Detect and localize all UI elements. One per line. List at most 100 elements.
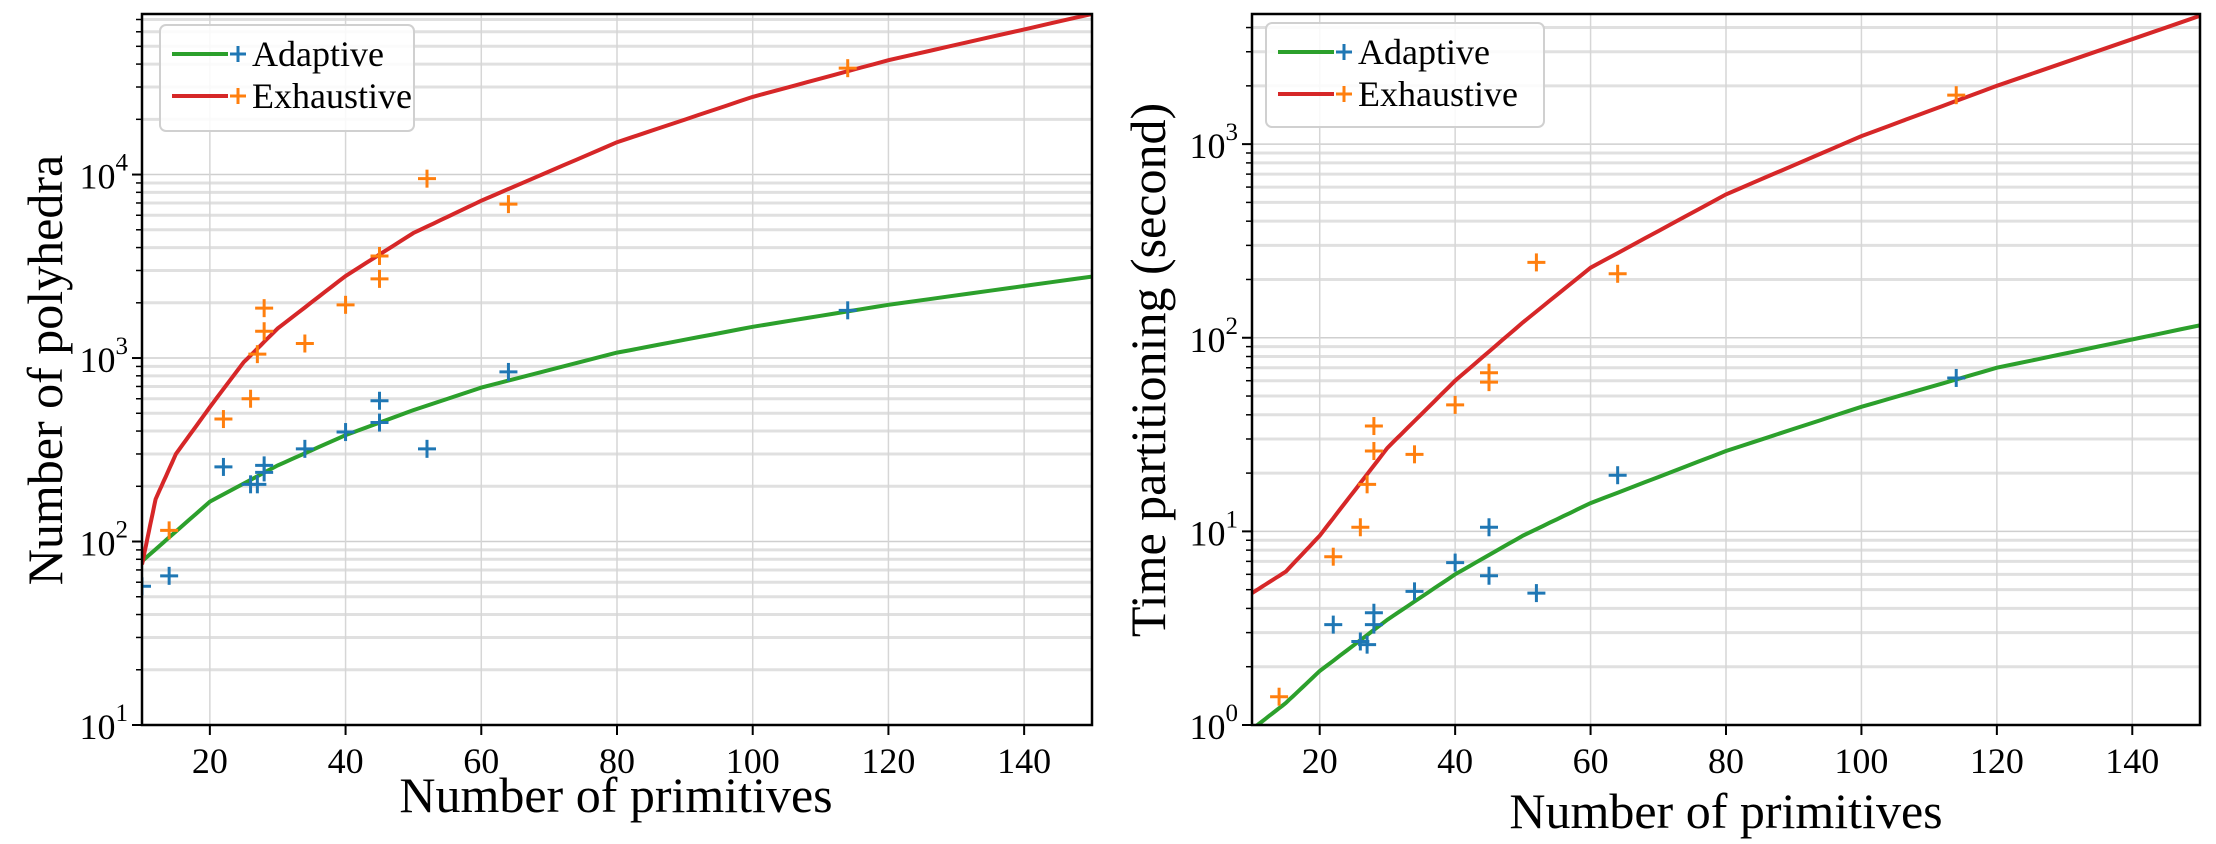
x-tick-label: 40 xyxy=(1437,741,1473,781)
legend-item-adaptive: Adaptive xyxy=(1278,32,1490,72)
tick-base: 10 xyxy=(1190,126,1226,166)
tick-base: 10 xyxy=(80,157,116,197)
data-point-adaptive xyxy=(1446,553,1465,572)
data-point-exhaustive xyxy=(241,389,260,408)
data-point-exhaustive xyxy=(1364,442,1383,461)
tick-exponent: 3 xyxy=(116,333,129,360)
y-tick-label: 102 xyxy=(80,517,129,564)
x-tick-label: 80 xyxy=(1708,741,1744,781)
y-tick-label: 100 xyxy=(1190,700,1239,747)
data-point-exhaustive xyxy=(160,521,179,540)
data-point-adaptive xyxy=(1608,466,1627,485)
data-point-exhaustive xyxy=(1446,395,1465,414)
data-point-adaptive xyxy=(1364,615,1383,634)
legend-label: Exhaustive xyxy=(1358,74,1518,114)
x-tick-label: 100 xyxy=(726,741,780,781)
fit-line-adaptive xyxy=(1254,323,2200,725)
data-point-exhaustive xyxy=(1405,445,1424,464)
data-point-exhaustive xyxy=(1358,475,1377,494)
x-axis-label: Number of primitives xyxy=(1509,783,1942,839)
plot-area xyxy=(142,14,1092,596)
x-tick-label: 120 xyxy=(861,741,915,781)
tick-base: 10 xyxy=(80,524,116,564)
y-tick-label: 101 xyxy=(1190,506,1239,553)
x-tick-label: 20 xyxy=(1302,741,1338,781)
data-point-exhaustive xyxy=(838,59,857,78)
data-point-exhaustive xyxy=(255,322,274,341)
data-point-exhaustive xyxy=(499,195,518,214)
y-tick-label: 102 xyxy=(1190,313,1239,360)
data-point-exhaustive xyxy=(1947,86,1966,105)
data-point-adaptive xyxy=(1324,615,1343,634)
x-tick-label: 140 xyxy=(2105,741,2159,781)
data-point-adaptive xyxy=(1405,582,1424,601)
data-point-exhaustive xyxy=(255,299,274,318)
data-point-adaptive xyxy=(295,439,314,458)
data-point-exhaustive xyxy=(1351,518,1370,537)
data-point-adaptive xyxy=(499,362,518,381)
data-point-exhaustive xyxy=(370,246,389,265)
data-point-adaptive xyxy=(418,439,436,458)
y-tick-label: 101 xyxy=(80,700,129,747)
grid xyxy=(142,14,1092,726)
data-point-adaptive xyxy=(1480,566,1498,585)
data-point-adaptive xyxy=(248,475,267,494)
tick-exponent: 4 xyxy=(116,150,129,177)
tick-base: 10 xyxy=(1190,513,1226,553)
left-subplot: Number of primitives Number of polyhedra… xyxy=(17,12,1094,823)
fit-line-exhaustive xyxy=(142,14,1092,565)
data-point-adaptive xyxy=(370,391,389,410)
y-tick-label: 104 xyxy=(80,150,129,197)
legend-item-exhaustive: Exhaustive xyxy=(172,76,412,116)
data-point-exhaustive xyxy=(1527,253,1546,272)
data-point-exhaustive xyxy=(1608,264,1627,283)
data-point-adaptive xyxy=(255,463,274,482)
data-point-adaptive xyxy=(838,301,857,320)
legend-item-adaptive: Adaptive xyxy=(172,34,384,74)
data-point-exhaustive xyxy=(1270,687,1289,706)
grid xyxy=(1252,14,2200,726)
y-axis-label: Time partitioning (second) xyxy=(1120,103,1176,637)
data-point-adaptive xyxy=(1358,635,1377,654)
legend-item-exhaustive: Exhaustive xyxy=(1278,74,1518,114)
plot-area xyxy=(1252,14,2200,725)
x-tick-label: 60 xyxy=(463,741,499,781)
data-point-exhaustive xyxy=(295,334,314,353)
data-point-exhaustive xyxy=(336,295,355,314)
tick-base: 10 xyxy=(80,340,116,380)
data-point-exhaustive xyxy=(370,269,389,288)
data-point-exhaustive xyxy=(214,410,233,429)
right-subplot: Number of primitives Time partitioning (… xyxy=(1120,12,2202,839)
tick-exponent: 3 xyxy=(1226,119,1239,146)
data-point-exhaustive xyxy=(1324,547,1343,566)
data-point-adaptive xyxy=(142,577,151,596)
tick-exponent: 2 xyxy=(116,517,129,544)
tick-exponent: 2 xyxy=(1226,313,1239,340)
data-point-adaptive xyxy=(1947,368,1966,387)
x-tick-label: 80 xyxy=(599,741,635,781)
data-point-adaptive xyxy=(214,457,233,476)
data-point-exhaustive xyxy=(1364,417,1383,436)
legend-label: Adaptive xyxy=(252,34,384,74)
x-tick-label: 120 xyxy=(1970,741,2024,781)
legend-frame xyxy=(1265,22,1545,128)
y-tick-label: 103 xyxy=(80,333,129,380)
y-axis-label: Number of polyhedra xyxy=(17,155,73,585)
x-tick-label: 20 xyxy=(192,741,228,781)
data-point-exhaustive xyxy=(418,169,436,188)
data-point-adaptive xyxy=(1527,584,1546,603)
x-tick-label: 140 xyxy=(997,741,1051,781)
y-tick-label: 103 xyxy=(1190,119,1239,166)
data-point-exhaustive xyxy=(1480,363,1498,382)
x-axis-label: Number of primitives xyxy=(399,767,832,823)
data-point-adaptive xyxy=(336,423,355,442)
legend-label: Exhaustive xyxy=(252,76,412,116)
legend-frame xyxy=(159,24,415,132)
data-point-adaptive xyxy=(160,566,179,585)
fit-line-exhaustive xyxy=(1252,14,2200,595)
tick-base: 10 xyxy=(1190,707,1226,747)
data-point-exhaustive xyxy=(248,345,267,364)
tick-exponent: 1 xyxy=(116,700,129,727)
